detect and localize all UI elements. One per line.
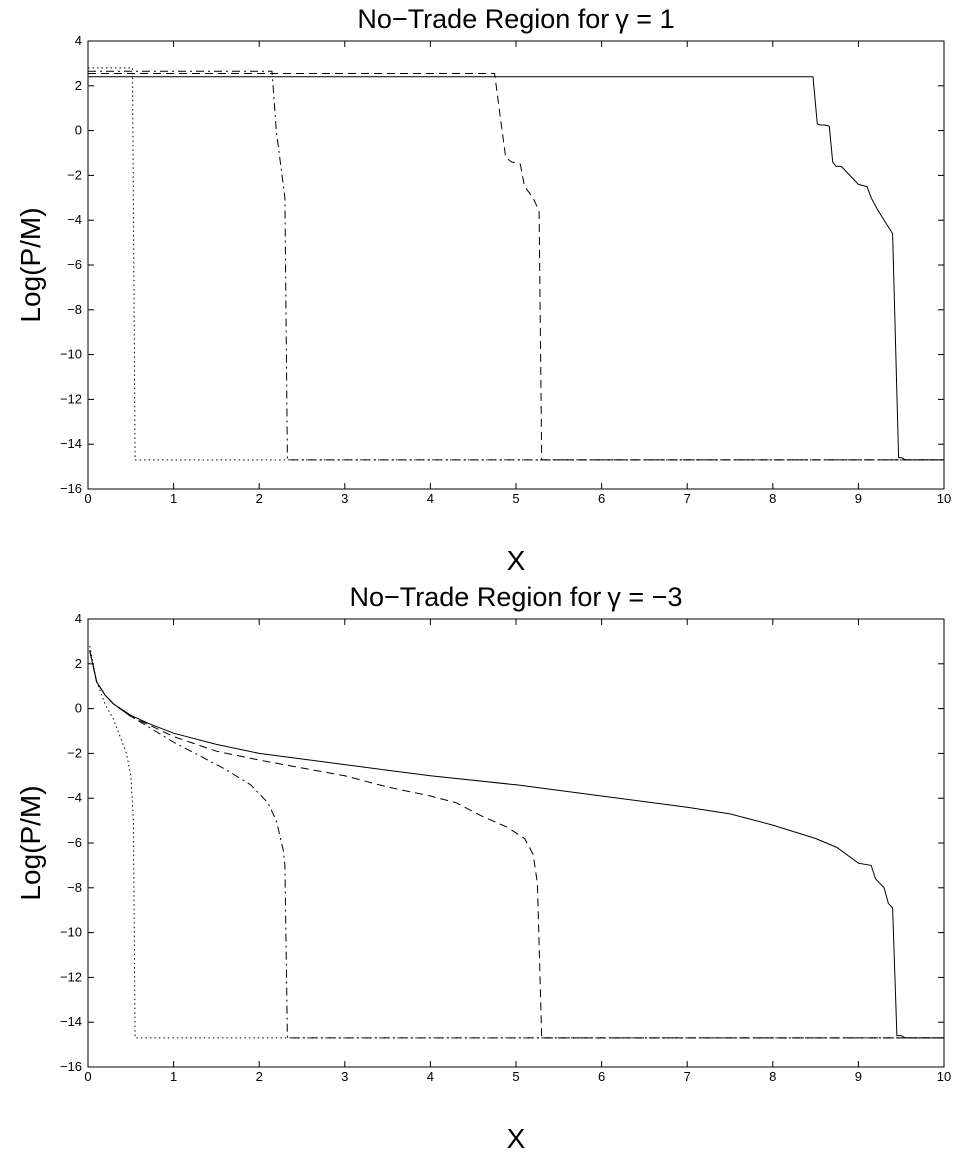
chart-title-text: No−Trade Region for [350,582,602,612]
y-tick-label: −2 [67,745,82,760]
chart-title: No−Trade Region for γ = 1 [357,4,674,34]
chart-title-symbol: γ = −3 [607,582,682,612]
chart-svg-bottom: 0 1 2 3 4 5 6 7 8 9 10 4 2 0 −2 −4 −6 −8 −10 −12 −14 −16 No−Tr… [15,582,951,1154]
x-axis-label: X [507,1123,526,1154]
series-solid-line [89,650,944,1039]
y-tick-label: −8 [67,302,82,317]
series-solid-line [88,76,944,461]
y-tick-label: −6 [67,835,82,850]
x-tick-label: 5 [512,1069,519,1084]
series-dashdot-line [89,650,944,1039]
y-tick-label: −10 [60,347,82,362]
x-tick-label: 8 [769,1069,776,1084]
x-tick-label: 4 [427,1069,434,1084]
y-tick-label: −4 [67,790,82,805]
plot-frame [87,618,945,1068]
x-tick-label: 1 [170,1069,177,1084]
chart-title: No−Trade Region for γ = −3 [350,582,683,612]
chart-svg-top: 0 1 2 3 4 5 6 7 8 9 10 4 2 0 −2 −4 −6 −8 −10 −12 −14 −16 No−Tr… [15,4,951,576]
x-tick-label: 10 [937,1069,951,1084]
x-tick-label: 7 [684,1069,691,1084]
series-dashed-line [88,73,944,461]
x-tick-label: 9 [855,1069,862,1084]
y-tick-label: −16 [60,481,82,496]
y-tick-label: 2 [75,656,82,671]
series-dashdot-line [88,70,944,461]
series-dotted-line [89,645,944,1039]
y-tick-label: −10 [60,925,82,940]
y-tick-label: −12 [60,969,82,984]
y-tick-label: 0 [75,701,82,716]
y-tick-label: −14 [60,1014,82,1029]
x-tick-label: 0 [84,491,91,506]
x-tick-label: 8 [769,491,776,506]
chart-top: 0 1 2 3 4 5 6 7 8 9 10 4 2 0 −2 −4 −6 −8 −10 −12 −14 −16 No−Tr… [15,4,951,576]
y-tick-label: 4 [75,33,82,48]
x-axis-label: X [507,545,526,576]
chart-title-symbol: γ = 1 [615,4,674,34]
x-tick-label: 6 [598,1069,605,1084]
y-tick-label: 2 [75,78,82,93]
x-tick-label: 5 [512,491,519,506]
x-tick-label: 0 [84,1069,91,1084]
y-tick-label: −12 [60,391,82,406]
x-tick-label: 1 [170,491,177,506]
x-tick-label: 9 [855,491,862,506]
x-tick-label: 3 [341,1069,348,1084]
y-tick-label: −6 [67,257,82,272]
x-tick-label: 6 [598,491,605,506]
y-tick-label: −16 [60,1059,82,1074]
y-tick-label: −14 [60,436,82,451]
series-dotted-line [88,67,944,461]
chart-title-text: No−Trade Region for [357,4,609,34]
y-tick-label: 0 [75,123,82,138]
y-tick-label: −8 [67,880,82,895]
x-tick-label: 2 [256,1069,263,1084]
series-dashed-line [89,650,944,1039]
y-tick-label: −2 [67,167,82,182]
x-tick-label: 3 [341,491,348,506]
y-tick-label: −4 [67,212,82,227]
chart-bottom: 0 1 2 3 4 5 6 7 8 9 10 4 2 0 −2 −4 −6 −8 −10 −12 −14 −16 No−Tr… [0,578,959,1156]
y-axis-label: Log(P/M) [15,785,46,900]
x-tick-label: 7 [684,491,691,506]
x-tick-label: 2 [256,491,263,506]
x-tick-label: 10 [937,491,951,506]
y-tick-label: 4 [75,611,82,626]
x-tick-label: 4 [427,491,434,506]
y-axis-label: Log(P/M) [15,207,46,322]
